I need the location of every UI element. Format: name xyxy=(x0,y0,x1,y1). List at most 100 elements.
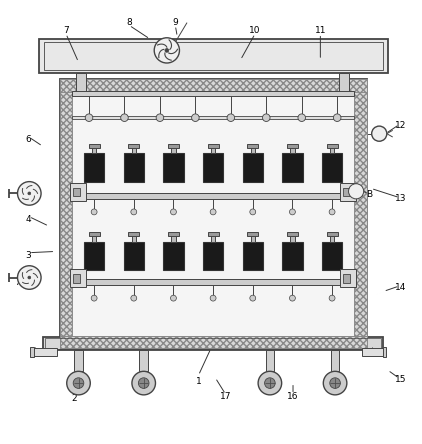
Text: 4: 4 xyxy=(25,215,31,224)
Circle shape xyxy=(210,295,216,301)
Text: 2: 2 xyxy=(71,394,77,403)
Bar xyxy=(60,336,367,348)
Bar xyxy=(354,79,367,348)
Bar xyxy=(84,154,104,182)
Circle shape xyxy=(258,371,281,395)
Circle shape xyxy=(131,295,137,301)
Bar xyxy=(74,279,352,285)
Circle shape xyxy=(289,295,295,301)
Circle shape xyxy=(330,378,341,388)
Bar xyxy=(266,350,274,371)
Bar xyxy=(163,154,184,182)
Bar xyxy=(60,336,367,348)
Bar xyxy=(74,193,352,199)
Bar xyxy=(38,39,388,73)
Bar xyxy=(92,145,96,154)
Circle shape xyxy=(210,209,216,215)
Circle shape xyxy=(18,182,41,205)
Bar xyxy=(327,144,338,148)
Text: 13: 13 xyxy=(395,194,406,203)
Text: 1: 1 xyxy=(195,377,201,386)
Text: 6: 6 xyxy=(25,135,31,144)
Bar xyxy=(327,232,338,236)
Circle shape xyxy=(154,38,179,63)
Circle shape xyxy=(329,295,335,301)
Text: A: A xyxy=(16,278,23,287)
Bar xyxy=(140,350,148,371)
Bar xyxy=(354,79,367,348)
Bar xyxy=(243,242,263,270)
Circle shape xyxy=(156,114,164,122)
Circle shape xyxy=(329,209,335,215)
Circle shape xyxy=(250,295,256,301)
Circle shape xyxy=(28,276,31,279)
Bar xyxy=(330,145,334,154)
Text: 12: 12 xyxy=(395,121,406,130)
Circle shape xyxy=(85,114,93,122)
Circle shape xyxy=(333,114,341,122)
Bar xyxy=(203,242,223,270)
Circle shape xyxy=(323,371,347,395)
Text: 17: 17 xyxy=(220,392,232,401)
Bar xyxy=(43,337,384,350)
Circle shape xyxy=(67,371,90,395)
Bar xyxy=(70,183,86,201)
Bar xyxy=(89,144,100,148)
Bar xyxy=(322,154,342,182)
Bar xyxy=(168,144,179,148)
Bar xyxy=(60,79,367,348)
Circle shape xyxy=(349,184,364,199)
Text: 3: 3 xyxy=(25,251,31,260)
Bar xyxy=(72,115,354,119)
Bar xyxy=(73,274,80,282)
Bar xyxy=(322,242,342,270)
Circle shape xyxy=(265,378,275,388)
Bar xyxy=(362,348,384,356)
Bar xyxy=(70,269,86,287)
Bar xyxy=(128,144,139,148)
Text: B: B xyxy=(366,190,372,199)
Text: 10: 10 xyxy=(249,26,261,35)
Bar xyxy=(171,145,176,154)
Bar xyxy=(163,242,184,270)
Bar xyxy=(339,73,349,91)
Bar xyxy=(287,144,298,148)
Bar xyxy=(171,233,176,242)
Bar xyxy=(211,145,215,154)
Bar xyxy=(290,233,295,242)
Bar xyxy=(89,232,100,236)
Bar xyxy=(60,79,367,91)
Bar xyxy=(60,79,367,91)
Circle shape xyxy=(28,192,31,195)
Bar xyxy=(383,347,386,357)
Bar xyxy=(331,350,339,371)
Circle shape xyxy=(138,378,149,388)
Bar xyxy=(282,242,303,270)
Text: 14: 14 xyxy=(395,283,406,292)
Circle shape xyxy=(262,114,270,122)
Bar xyxy=(132,233,136,242)
Bar xyxy=(32,348,57,356)
Circle shape xyxy=(227,114,235,122)
Bar xyxy=(60,336,367,348)
Bar xyxy=(330,233,334,242)
Text: 8: 8 xyxy=(126,18,132,27)
Bar xyxy=(343,274,350,282)
Circle shape xyxy=(73,378,84,388)
Bar xyxy=(60,79,72,348)
Bar xyxy=(251,145,255,154)
Bar xyxy=(290,145,295,154)
Circle shape xyxy=(170,209,176,215)
Circle shape xyxy=(91,295,97,301)
Text: 7: 7 xyxy=(63,26,69,35)
Bar xyxy=(243,154,263,182)
Bar xyxy=(208,144,219,148)
Bar xyxy=(168,232,179,236)
Bar xyxy=(282,154,303,182)
Circle shape xyxy=(132,371,155,395)
Circle shape xyxy=(18,266,41,289)
Text: 9: 9 xyxy=(172,18,178,27)
Bar xyxy=(251,233,255,242)
Circle shape xyxy=(250,209,256,215)
Bar xyxy=(208,232,219,236)
